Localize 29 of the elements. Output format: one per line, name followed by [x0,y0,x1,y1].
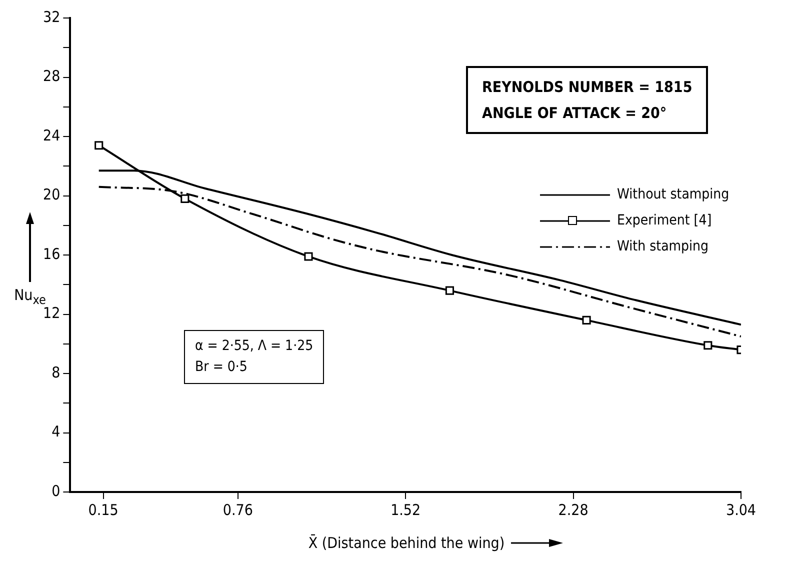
y-tick-label: 24 [42,126,60,144]
x-tick-label: 1.52 [390,500,421,519]
legend-label: With stamping [617,238,709,255]
point [94,141,104,150]
annotation: ANGLE OF ATTACK = 20° [482,103,668,124]
y-tick-label: 28 [42,67,60,86]
y-tick-label: 20 [42,186,60,204]
y-tick-label: 32 [42,8,60,26]
x-tick-label: 3.04 [726,500,756,519]
x-axis-title: X̄ (Distance behind the wing) [308,534,505,552]
point [445,286,454,295]
point [582,316,591,324]
y-axis-title: Nu$_{xe}$ [14,286,46,307]
x-tick-label: 0.15 [88,500,118,519]
annotation: Br = 0·5 [195,358,248,377]
legend-label: Experiment [4] [617,212,712,229]
legend-label: Without stamping [617,186,730,203]
point [180,194,190,203]
y-tick-label: 12 [42,304,60,322]
y-tick-label: 0 [52,482,60,500]
x-tick-label: 0.76 [222,500,253,519]
annotation: α = 2·55, Λ = 1·25 [195,337,314,356]
annotation: REYNOLDS NUMBER = 1815 [482,77,692,98]
y-tick-label: 16 [42,244,60,263]
point [704,341,712,350]
y-tick-label: 8 [52,363,60,382]
y-tick-label: 4 [52,422,60,441]
x-tick-label: 2.28 [558,500,588,519]
point [304,252,313,261]
